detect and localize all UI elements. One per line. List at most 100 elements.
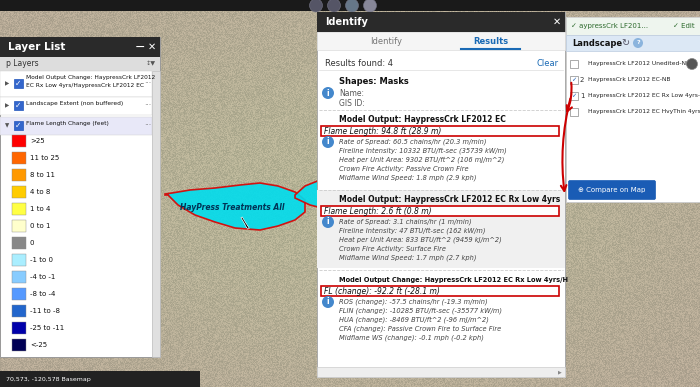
Text: 1: 1 — [580, 93, 584, 99]
Bar — [317, 367, 565, 377]
Text: i: i — [327, 137, 329, 147]
Text: Flame Length: 94.8 ft (28.9 m): Flame Length: 94.8 ft (28.9 m) — [324, 127, 442, 135]
Text: Results: Results — [473, 36, 508, 46]
Text: GIS ID:: GIS ID: — [339, 99, 365, 108]
Text: 2: 2 — [580, 77, 584, 83]
Text: HayPress Treatments All: HayPress Treatments All — [180, 204, 284, 212]
Text: -8 to -4: -8 to -4 — [30, 291, 55, 297]
FancyBboxPatch shape — [321, 126, 559, 136]
Bar — [12, 339, 26, 351]
Text: Landscape Extent (non buffered): Landscape Extent (non buffered) — [26, 101, 123, 106]
Bar — [317, 32, 565, 50]
Text: Landscape: Landscape — [572, 38, 622, 48]
Text: Identify: Identify — [325, 17, 368, 27]
Text: i: i — [327, 217, 329, 226]
Circle shape — [363, 0, 377, 12]
Text: ✓: ✓ — [15, 79, 22, 88]
Text: ✓: ✓ — [571, 94, 577, 99]
Text: ▼: ▼ — [5, 123, 9, 128]
Text: Rate of Spread: 3.1 chains/hr (1 m/min): Rate of Spread: 3.1 chains/hr (1 m/min) — [339, 219, 472, 225]
Text: 11 to 25: 11 to 25 — [30, 155, 60, 161]
Text: ✓ aypressCrk LF201...: ✓ aypressCrk LF201... — [571, 23, 648, 29]
Text: ↕▼: ↕▼ — [146, 62, 156, 67]
Text: Flame Length Change (feet): Flame Length Change (feet) — [26, 120, 109, 125]
Bar — [570, 60, 578, 68]
Text: HaypressCrk LF2012 EC Rx Low 4yrs-: HaypressCrk LF2012 EC Rx Low 4yrs- — [588, 94, 700, 99]
Text: EC Rx Low 4yrs/HaypressCrk LF2012 EC: EC Rx Low 4yrs/HaypressCrk LF2012 EC — [26, 84, 144, 89]
Text: ROS (change): -57.5 chains/hr (-19.3 m/min): ROS (change): -57.5 chains/hr (-19.3 m/m… — [339, 299, 488, 305]
Bar — [14, 121, 23, 130]
Bar — [12, 254, 26, 266]
Text: i: i — [327, 298, 329, 307]
Bar — [12, 203, 26, 215]
FancyBboxPatch shape — [321, 206, 559, 216]
Bar — [12, 169, 26, 181]
Text: FL (change): -92.2 ft (-28.1 m): FL (change): -92.2 ft (-28.1 m) — [324, 286, 440, 296]
Text: 1 to 4: 1 to 4 — [30, 206, 50, 212]
Text: FLIN (change): -10285 BTU/ft-sec (-35577 kW/m): FLIN (change): -10285 BTU/ft-sec (-35577… — [339, 308, 502, 314]
Bar — [0, 71, 152, 97]
Text: Name:: Name: — [339, 89, 364, 98]
Text: ▶: ▶ — [558, 370, 562, 375]
Circle shape — [322, 296, 334, 308]
FancyBboxPatch shape — [568, 180, 655, 200]
Text: Crown Fire Activity: Surface Fire: Crown Fire Activity: Surface Fire — [339, 246, 446, 252]
Text: Rate of Spread: 60.5 chains/hr (20.3 m/min): Rate of Spread: 60.5 chains/hr (20.3 m/m… — [339, 139, 486, 145]
Text: Midflame WS (change): -0.1 mph (-0.2 kph): Midflame WS (change): -0.1 mph (-0.2 kph… — [339, 335, 484, 341]
Bar — [317, 190, 565, 268]
Text: Midflame Wind Speed: 1.8 mph (2.9 kph): Midflame Wind Speed: 1.8 mph (2.9 kph) — [339, 175, 477, 181]
Text: Clear: Clear — [537, 60, 559, 68]
Polygon shape — [345, 166, 372, 185]
Bar — [570, 76, 578, 84]
Text: −: − — [134, 41, 146, 53]
Text: 0: 0 — [30, 240, 34, 246]
Text: ↻: ↻ — [621, 38, 629, 48]
Text: ⊕ Compare on Map: ⊕ Compare on Map — [578, 187, 645, 193]
Text: ✓: ✓ — [15, 101, 22, 110]
Text: -11 to -8: -11 to -8 — [30, 308, 60, 314]
Bar — [14, 101, 23, 110]
Text: Fireline Intensity: 10332 BTU/ft-sec (35739 kW/m): Fireline Intensity: 10332 BTU/ft-sec (35… — [339, 148, 507, 154]
Bar — [566, 17, 700, 202]
Text: 4 to 8: 4 to 8 — [30, 189, 50, 195]
Text: ✕: ✕ — [553, 17, 561, 27]
Bar — [317, 12, 565, 32]
Text: <-25: <-25 — [30, 342, 47, 348]
Circle shape — [328, 0, 340, 12]
Text: ✓: ✓ — [15, 121, 22, 130]
Text: p Layers: p Layers — [6, 60, 38, 68]
Bar — [12, 322, 26, 334]
Bar — [12, 271, 26, 283]
Bar — [12, 186, 26, 198]
Bar — [0, 371, 200, 387]
Text: ···: ··· — [144, 79, 152, 89]
Text: Midflame Wind Speed: 1.7 mph (2.7 kph): Midflame Wind Speed: 1.7 mph (2.7 kph) — [339, 255, 477, 261]
Bar — [570, 92, 578, 100]
Text: Results found: 4: Results found: 4 — [325, 60, 393, 68]
Text: ▶: ▶ — [5, 103, 9, 108]
FancyBboxPatch shape — [321, 286, 559, 296]
Bar — [12, 152, 26, 164]
Bar — [12, 305, 26, 317]
Text: Layer List: Layer List — [8, 42, 65, 52]
Bar — [566, 35, 700, 51]
Text: Heat per Unit Area: 833 BTU/ft^2 (9459 kJ/m^2): Heat per Unit Area: 833 BTU/ft^2 (9459 k… — [339, 237, 502, 243]
Text: 8 to 11: 8 to 11 — [30, 172, 55, 178]
Bar — [566, 17, 700, 35]
Bar — [570, 108, 578, 116]
Bar — [12, 220, 26, 232]
Bar — [0, 117, 152, 135]
Bar — [317, 12, 565, 377]
Text: -4 to -1: -4 to -1 — [30, 274, 55, 280]
Bar — [14, 79, 23, 88]
Text: Model Output Change: HaypressCrk LF2012 EC Rx Low 4yrs/H: Model Output Change: HaypressCrk LF2012 … — [339, 277, 568, 283]
Text: Fireline Intensity: 47 BTU/ft-sec (162 kW/m): Fireline Intensity: 47 BTU/ft-sec (162 k… — [339, 228, 486, 234]
Circle shape — [322, 216, 334, 228]
Text: Identify: Identify — [370, 36, 402, 46]
Text: 70,573, -120,578 Basemap: 70,573, -120,578 Basemap — [6, 377, 91, 382]
Bar — [152, 71, 160, 357]
Text: HaypressCrk LF2012 EC HvyThin 4yrs-: HaypressCrk LF2012 EC HvyThin 4yrs- — [588, 110, 700, 115]
Polygon shape — [165, 183, 305, 230]
Text: ···: ··· — [144, 122, 152, 130]
Text: ▶: ▶ — [5, 82, 9, 87]
